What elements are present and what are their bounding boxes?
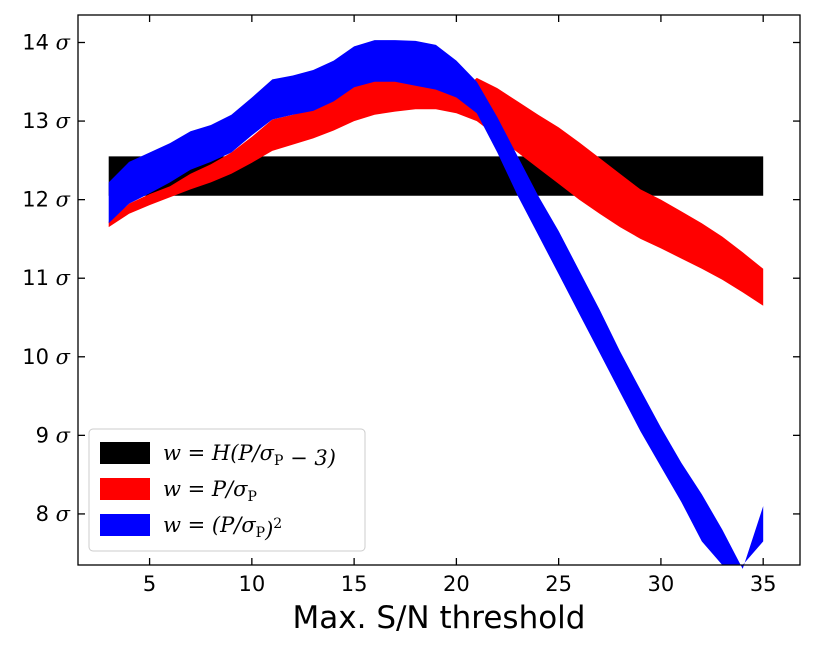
legend-swatch-1: [100, 442, 150, 464]
legend-label-2: w = P/σP: [163, 477, 257, 505]
legend: w = H(P/σP − 3) w = P/σP w = (P/σP)2: [88, 428, 366, 552]
x-tick-label: 15: [341, 572, 368, 596]
legend-swatch-3: [100, 514, 150, 536]
y-tick-label: 12 σ: [22, 188, 70, 212]
x-tick-label: 25: [545, 572, 572, 596]
y-tick-label: 10 σ: [22, 345, 70, 369]
band-series-2: [108, 77, 764, 306]
y-tick-label: 14 σ: [22, 31, 70, 55]
legend-label-1: w = H(P/σP − 3): [163, 441, 336, 470]
x-axis-title: Max. S/N threshold: [293, 600, 586, 636]
plot-frame: [77, 14, 801, 566]
x-tick-label: 10: [238, 572, 265, 596]
legend-swatch-2: [100, 478, 150, 500]
legend-label-3: w = (P/σP)2: [163, 513, 282, 542]
y-tick-label: 11 σ: [22, 266, 70, 290]
x-tick-label: 5: [143, 572, 156, 596]
y-tick-label: 8 σ: [36, 502, 71, 526]
axis-ticks: 5 10 15 20 25 30 35 8 σ 9 σ 10 σ 11 σ 12 σ 13 σ 14 σ: [22, 15, 800, 596]
band-series-3: [108, 40, 764, 569]
x-tick-label: 20: [443, 572, 470, 596]
x-tick-label: 35: [750, 572, 777, 596]
y-tick-label: 13 σ: [22, 109, 70, 133]
data-bands: [108, 40, 764, 569]
y-tick-label: 9 σ: [36, 423, 71, 447]
legend-box: [88, 428, 366, 552]
x-tick-label: 30: [648, 572, 675, 596]
